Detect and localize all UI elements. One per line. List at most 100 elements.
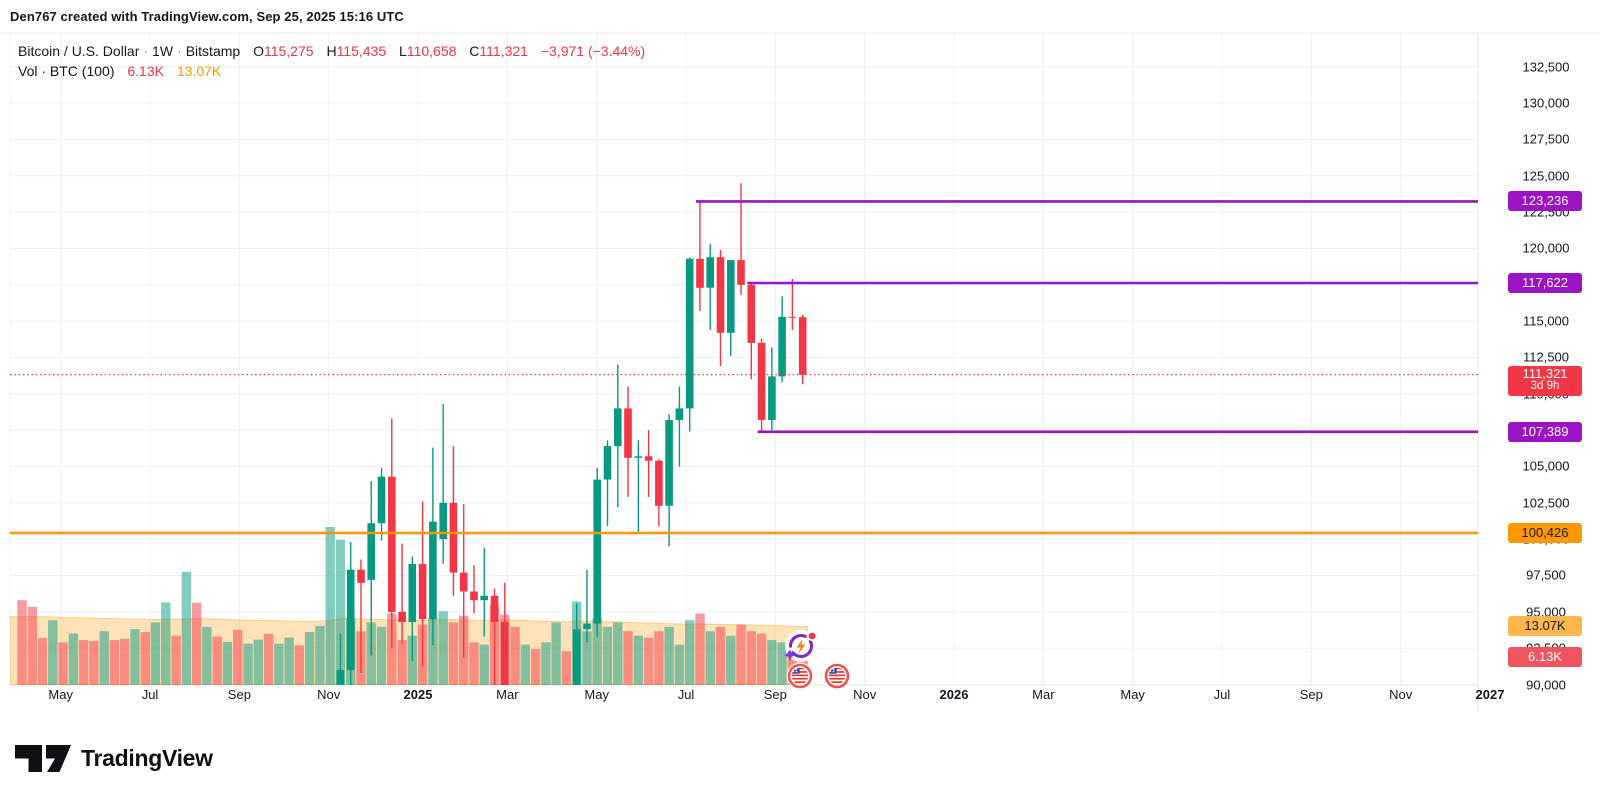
candle-body — [357, 569, 365, 583]
volume-bar — [561, 651, 572, 685]
candle-body — [459, 572, 468, 592]
volume-bar — [68, 633, 79, 685]
volume-bar — [212, 636, 222, 685]
x-axis-tick-label: May — [584, 687, 609, 702]
volume-bar — [715, 626, 726, 685]
volume-bar — [294, 645, 304, 685]
series-area — [10, 183, 809, 685]
volume-bar — [541, 642, 551, 685]
volume-bar — [325, 527, 335, 685]
volume-bar — [592, 617, 602, 685]
volume-bar — [109, 640, 120, 685]
volume-bar — [191, 602, 202, 685]
volume-bar — [120, 638, 130, 685]
candle-body — [388, 476, 396, 612]
us-flag-event-icon[interactable] — [823, 662, 851, 690]
level-price-badge: 123,236 — [1508, 191, 1582, 212]
y-axis-tick-label: 115,000 — [1522, 313, 1570, 329]
volume-bar — [582, 631, 592, 685]
volume-value-badge: 6.13K — [1508, 647, 1582, 668]
y-axis-tick-label: 90,000 — [1526, 677, 1566, 692]
volume-bar — [253, 639, 263, 685]
volume-bar — [233, 629, 243, 685]
candle-body — [429, 521, 437, 620]
legend-symbol-row: Bitcoin / U.S. Dollar · 1W · Bitstamp O115,2… — [18, 41, 645, 61]
volume-value-badge: 13.07K — [1508, 616, 1582, 637]
x-axis-tick-label: 2026 — [939, 687, 969, 702]
close-value: 111,321 — [479, 43, 528, 59]
volume-bar — [777, 642, 787, 685]
volume-bar — [315, 625, 325, 685]
volume-bar — [37, 637, 48, 685]
spark-lightning-icon[interactable] — [784, 630, 817, 662]
y-axis-tick-label: 125,000 — [1522, 168, 1570, 184]
volume-bar — [263, 633, 274, 685]
y-axis-tick-label: 127,500 — [1522, 131, 1570, 147]
us-flag-event-icon[interactable] — [786, 662, 814, 690]
candle-body — [377, 476, 386, 524]
interval-label[interactable]: 1W — [152, 43, 174, 59]
candle-body — [634, 456, 643, 458]
candle-body — [665, 420, 673, 506]
open-value: 115,275 — [263, 43, 314, 59]
volume-bar — [613, 622, 623, 685]
volume-bar — [623, 631, 633, 685]
exchange-label[interactable]: Bitstamp — [185, 43, 241, 59]
volume-bar — [89, 641, 99, 685]
tradingview-logo[interactable]: TradingView — [14, 742, 213, 774]
candle-body — [716, 257, 725, 333]
tradingview-logo-text: TradingView — [81, 744, 213, 771]
volume-bar — [387, 613, 397, 685]
x-axis-tick-label: Jul — [141, 687, 159, 702]
candle-body — [449, 502, 458, 573]
level-price-badge: 100,426 — [1508, 522, 1582, 543]
volume-bar — [48, 620, 58, 685]
x-axis-tick-label: Mar — [1032, 687, 1055, 702]
y-axis-tick-label: 112,500 — [1522, 349, 1570, 365]
volume-indicator-title[interactable]: Vol · BTC (100) — [18, 63, 115, 79]
candle-body — [572, 629, 581, 685]
volume-current-value: 6.13K — [127, 63, 164, 79]
volume-bar — [551, 622, 561, 685]
volume-bar — [222, 641, 233, 685]
volume-bar — [274, 643, 284, 685]
chart-legend: Bitcoin / U.S. Dollar · 1W · Bitstamp O115,2… — [18, 41, 645, 81]
legend-volume-row: Vol · BTC (100) 6.13K 13.07K — [18, 61, 645, 81]
separator-dot: · — [143, 43, 149, 59]
candle-body — [675, 408, 684, 420]
candle-body — [583, 623, 591, 630]
symbol-title[interactable]: Bitcoin / U.S. Dollar — [18, 43, 140, 59]
attribution-text: Den767 created with TradingView.com, Sep… — [10, 9, 404, 24]
y-axis-tick-label: 130,000 — [1522, 95, 1570, 111]
candle-body — [655, 460, 663, 506]
y-axis-tick-label: 102,500 — [1522, 495, 1570, 511]
volume-bar — [335, 539, 346, 685]
volume-bar — [726, 635, 736, 685]
y-axis-tick-label: 132,500 — [1522, 59, 1570, 75]
volume-ma-value: 13.07K — [176, 63, 222, 79]
us-flag-art — [828, 667, 846, 685]
last-price-badge: 111,321 3d 9h — [1508, 365, 1582, 396]
candle-body — [614, 408, 622, 447]
volume-bar — [78, 640, 89, 685]
candle-body — [747, 284, 756, 343]
volume-bar — [736, 624, 746, 685]
volume-bar — [602, 626, 613, 685]
volume-bar — [643, 637, 654, 685]
candle-body — [398, 611, 406, 622]
volume-bar — [448, 622, 459, 685]
change-value: −3,971 (−3.44%) — [540, 43, 646, 59]
x-axis-tick-label: Sep — [1299, 687, 1323, 702]
x-axis-tick-label: Sep — [763, 687, 787, 702]
volume-bar — [304, 632, 315, 685]
candle-body — [798, 317, 807, 375]
candle-body — [439, 502, 447, 540]
x-axis-tick-label: Nov — [1389, 687, 1413, 702]
x-axis-tick-label: Jul — [1213, 687, 1231, 702]
volume-bar — [243, 643, 253, 685]
us-flag-art — [791, 667, 809, 685]
volume-bar — [633, 635, 643, 685]
candle-body — [644, 456, 653, 461]
